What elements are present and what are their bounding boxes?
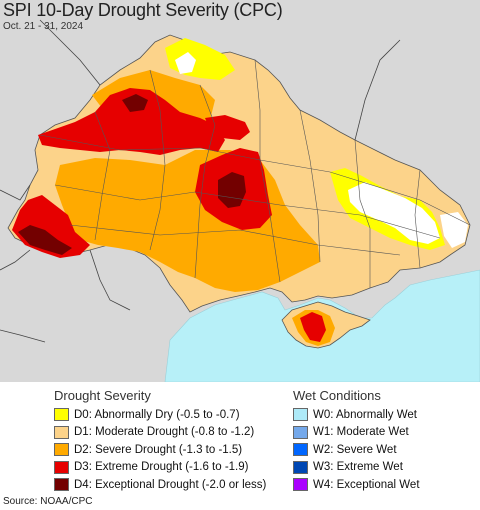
map-title: SPI 10-Day Drought Severity (CPC) — [3, 0, 283, 20]
legend-swatch-d0 — [54, 408, 69, 422]
legend-label-w1: W1: Moderate Wet — [313, 426, 409, 439]
legend-label-d4: D4: Exceptional Drought (-2.0 or less) — [74, 478, 267, 491]
zone-none-far-east — [440, 212, 468, 248]
legend-swatch-w4 — [293, 478, 308, 492]
legend-swatch-w2 — [293, 443, 308, 457]
legend-label-d0: D0: Abnormally Dry (-0.5 to -0.7) — [74, 408, 240, 421]
zone-none-east — [348, 182, 440, 244]
legend-swatch-w1 — [293, 425, 308, 439]
data-source: Source: NOAA/CPC — [3, 496, 93, 507]
country-borders — [0, 19, 401, 343]
legend-item-w1: W1: Moderate Wet — [293, 424, 420, 442]
legend-swatch-d4 — [54, 478, 69, 492]
legend-swatch-w0 — [293, 408, 308, 422]
legend-item-w4: W4: Exceptional Wet — [293, 476, 420, 494]
drought-legend: Drought Severity D0: Abnormally Dry (-0.… — [54, 388, 266, 494]
zone-d3-north-east — [205, 115, 250, 140]
zone-d4-southwest — [18, 225, 72, 255]
drought-legend-heading: Drought Severity — [54, 388, 151, 403]
wet-legend-heading: Wet Conditions — [293, 388, 381, 403]
legend-label-d3: D3: Extreme Drought (-1.6 to -1.9) — [74, 461, 249, 474]
legend-swatch-d2 — [54, 443, 69, 457]
legend-label-w0: W0: Abnormally Wet — [313, 408, 417, 421]
legend-item-d1: D1: Moderate Drought (-0.8 to -1.2) — [54, 424, 266, 442]
legend-label-w4: W4: Exceptional Wet — [313, 478, 420, 491]
oblast-borders — [39, 59, 471, 288]
legend-label-w2: W2: Severe Wet — [313, 443, 397, 456]
zone-d3-northwest — [38, 88, 225, 155]
wet-legend: Wet Conditions W0: Abnormally Wet W1: Mo… — [293, 388, 420, 494]
legend-label-d1: D1: Moderate Drought (-0.8 to -1.2) — [74, 426, 255, 439]
legend-label-w3: W3: Extreme Wet — [313, 461, 403, 474]
legend-item-d0: D0: Abnormally Dry (-0.5 to -0.7) — [54, 406, 266, 424]
zone-d3-crimea — [300, 312, 326, 342]
title-block: SPI 10-Day Drought Severity (CPC) Oct. 2… — [3, 0, 283, 33]
legend-item-d2: D2: Severe Drought (-1.3 to -1.5) — [54, 441, 266, 459]
map-date-range: Oct. 21 - 31, 2024 — [3, 21, 84, 32]
legend-swatch-w3 — [293, 460, 308, 474]
drought-map: SPI 10-Day Drought Severity (CPC) Oct. 2… — [0, 0, 480, 382]
legend-item-w3: W3: Extreme Wet — [293, 459, 420, 477]
legend-swatch-d1 — [54, 425, 69, 439]
legend-item-w2: W2: Severe Wet — [293, 441, 420, 459]
zone-none-north — [175, 52, 196, 74]
legend-label-d2: D2: Severe Drought (-1.3 to -1.5) — [74, 443, 243, 456]
legend-item-d3: D3: Extreme Drought (-1.6 to -1.9) — [54, 459, 266, 477]
legend-item-w0: W0: Abnormally Wet — [293, 406, 420, 424]
legend-item-d4: D4: Exceptional Drought (-2.0 or less) — [54, 476, 266, 494]
map-canvas — [0, 19, 480, 382]
legend-swatch-d3 — [54, 460, 69, 474]
zone-d4-north — [122, 94, 148, 112]
